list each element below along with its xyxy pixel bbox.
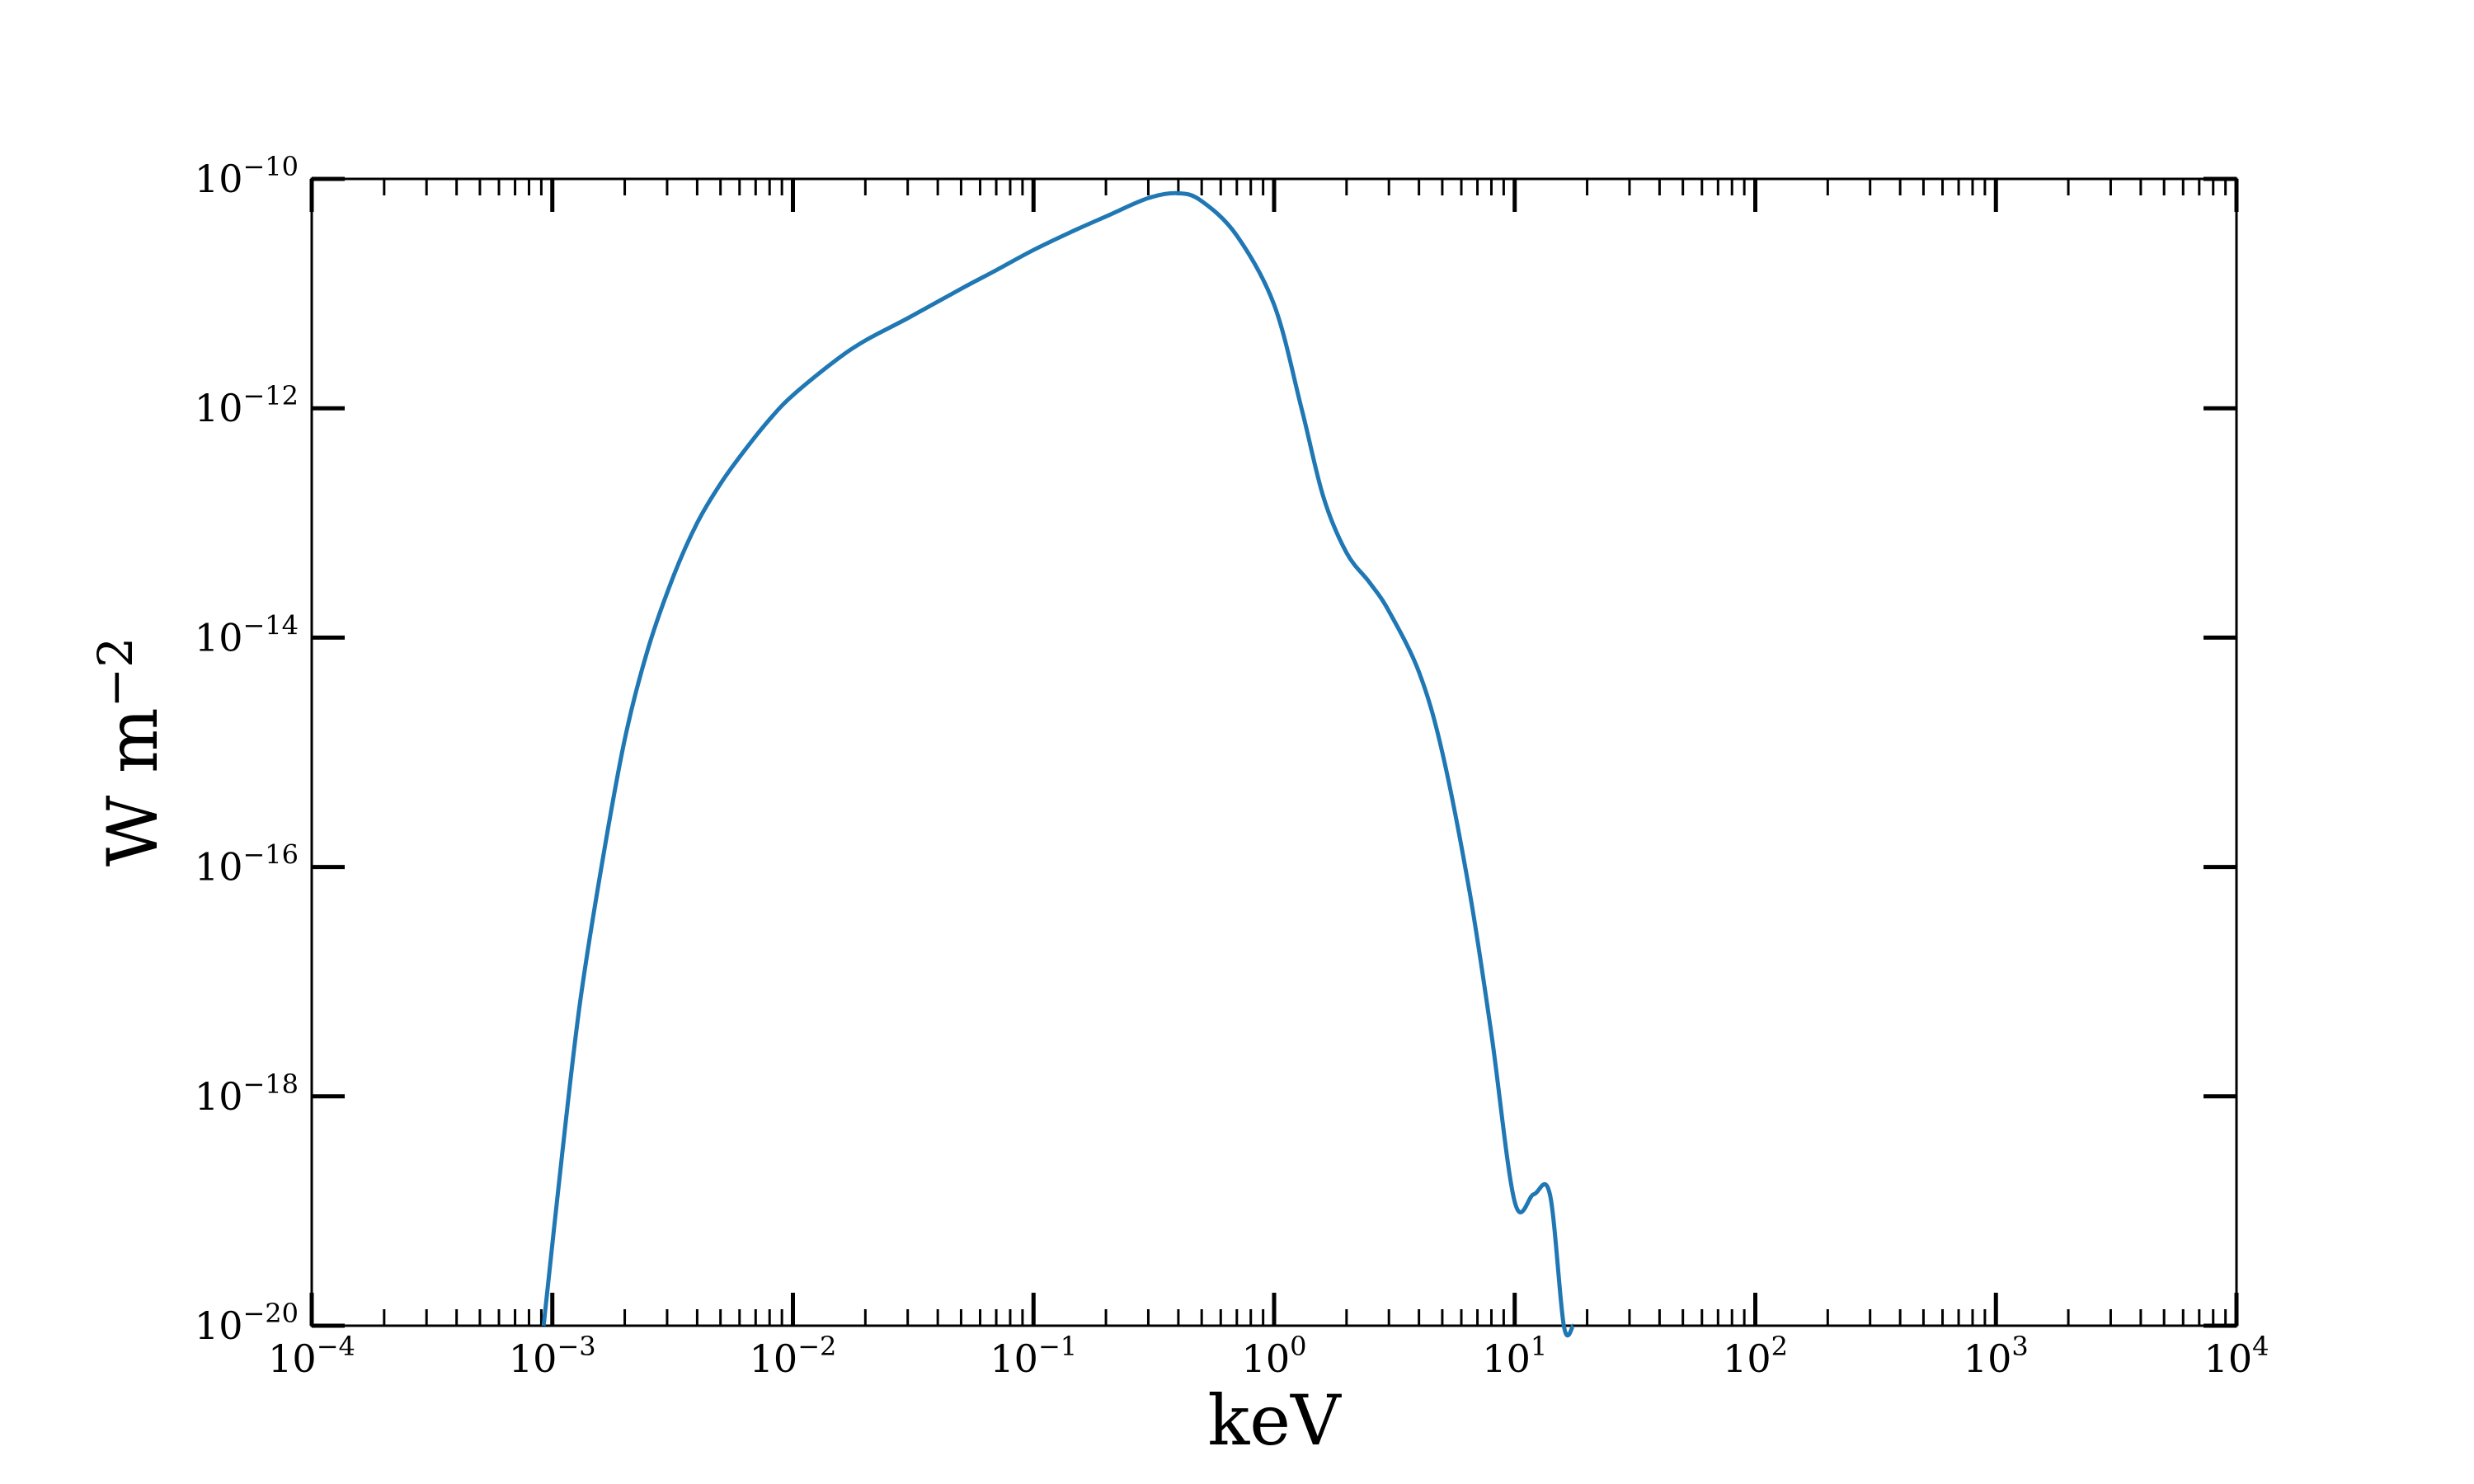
y-tick-label: 10−18: [195, 1068, 299, 1119]
y-tick-label: 10−14: [195, 609, 299, 660]
y-tick-label: 10−16: [195, 839, 299, 890]
y-tick-label: 10−10: [195, 151, 299, 201]
x-tick-labels: 10−4 10−3 10−2 10−1 100 101 102 103 104: [268, 1331, 2269, 1381]
minor-ticks: [383, 179, 2227, 1326]
x-tick-label: 10−3: [509, 1331, 596, 1381]
y-axis-title-exponent: −2: [87, 637, 143, 708]
major-ticks: [309, 176, 2239, 1328]
x-tick-label: 10−2: [750, 1331, 837, 1381]
y-tick-labels: 10−20 10−18 10−16 10−14 10−12 10−10: [195, 151, 299, 1348]
spectrum-line: [541, 190, 1576, 1338]
x-tick-label: 102: [1723, 1331, 1788, 1381]
x-tick-label: 104: [2204, 1331, 2269, 1381]
y-tick-label: 10−12: [195, 380, 299, 430]
x-axis-title: keV: [1207, 1380, 1342, 1461]
x-tick-label: 10−1: [990, 1331, 1077, 1381]
plot-frame: [310, 177, 2238, 1327]
x-tick-label: 100: [1242, 1331, 1307, 1381]
y-axis-title: W m−2: [87, 637, 173, 866]
y-axis-title-main: W m: [92, 707, 173, 866]
x-tick-label: 101: [1482, 1331, 1547, 1381]
x-tick-label: 10−4: [268, 1331, 355, 1381]
x-tick-label: 103: [1964, 1331, 2029, 1381]
y-tick-label: 10−20: [195, 1298, 299, 1348]
